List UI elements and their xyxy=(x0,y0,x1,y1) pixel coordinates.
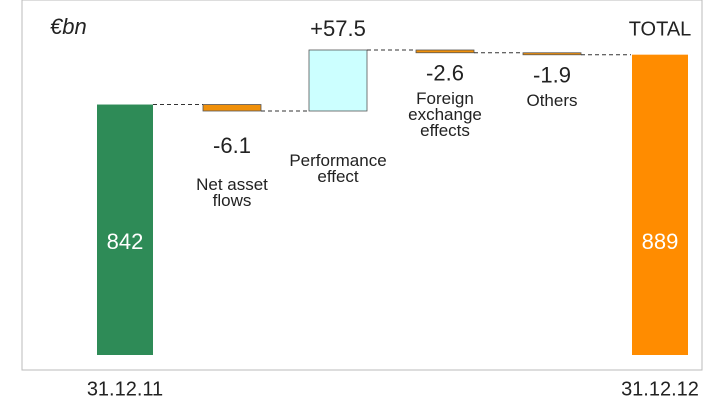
value-label: 889 xyxy=(642,229,679,254)
bar xyxy=(632,54,688,356)
value-label: -1.9 xyxy=(533,63,571,88)
x-tick-label: 31.12.12 xyxy=(621,378,699,400)
category-label: Foreign exchange effects xyxy=(408,88,482,140)
bar xyxy=(97,104,153,356)
x-tick-label: 31.12.11 xyxy=(87,378,163,400)
total-label: TOTAL xyxy=(629,18,692,40)
value-label: 842 xyxy=(107,229,144,254)
value-label: +57.5 xyxy=(310,16,366,41)
category-label: Performance effect xyxy=(289,151,387,186)
bar xyxy=(308,49,368,112)
value-label: -2.6 xyxy=(426,61,464,86)
bar xyxy=(522,52,582,56)
category-label: Net asset flows xyxy=(196,175,268,210)
value-label: -6.1 xyxy=(213,133,251,158)
category-label: Others xyxy=(526,90,578,110)
unit-label: €bn xyxy=(50,14,87,39)
bar xyxy=(202,104,262,112)
bar xyxy=(415,49,475,54)
frame xyxy=(21,0,703,371)
